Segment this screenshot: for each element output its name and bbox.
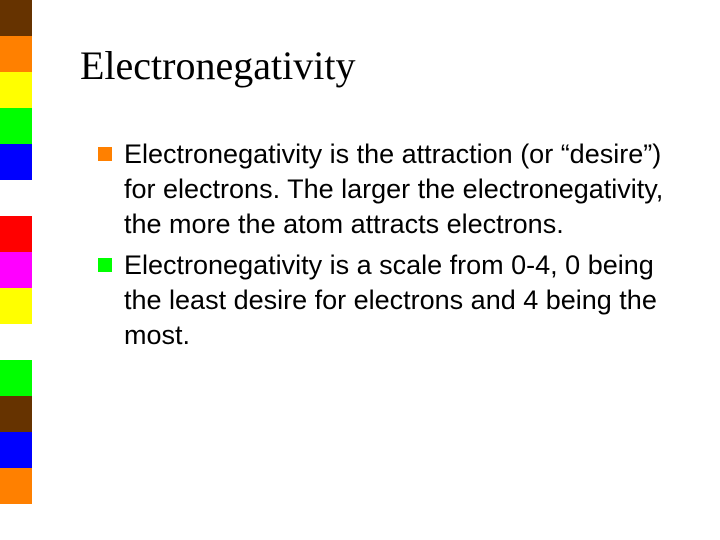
- color-block-8: [0, 288, 32, 324]
- color-block-1: [0, 36, 32, 72]
- color-block-6: [0, 216, 32, 252]
- slide-content: Electronegativity Electronegativity is t…: [80, 42, 680, 360]
- bullet-text: Electronegativity is a scale from 0-4, 0…: [124, 250, 657, 350]
- bullet-square-icon: [98, 258, 112, 272]
- bullet-square-icon: [98, 147, 112, 161]
- decorative-color-strip: [0, 0, 32, 540]
- color-block-3: [0, 108, 32, 144]
- color-block-12: [0, 432, 32, 468]
- bullet-text: Electronegativity is the attraction (or …: [124, 139, 663, 239]
- color-block-7: [0, 252, 32, 288]
- color-block-10: [0, 360, 32, 396]
- color-block-9: [0, 324, 32, 360]
- bullet-item-0: Electronegativity is the attraction (or …: [98, 137, 680, 242]
- color-block-11: [0, 396, 32, 432]
- color-block-14: [0, 504, 32, 540]
- color-block-5: [0, 180, 32, 216]
- color-block-13: [0, 468, 32, 504]
- bullet-list: Electronegativity is the attraction (or …: [80, 137, 680, 354]
- color-block-4: [0, 144, 32, 180]
- color-block-0: [0, 0, 32, 36]
- color-block-2: [0, 72, 32, 108]
- slide-title: Electronegativity: [80, 42, 680, 89]
- bullet-item-1: Electronegativity is a scale from 0-4, 0…: [98, 248, 680, 353]
